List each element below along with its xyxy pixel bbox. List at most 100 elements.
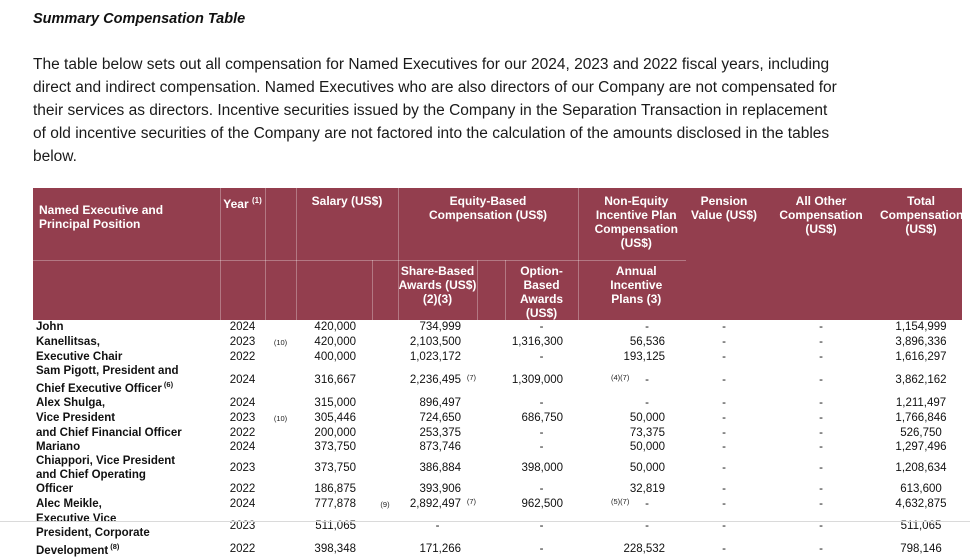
row-name-line: and Chief Financial Officer bbox=[36, 426, 182, 439]
row-pension-value: - bbox=[722, 373, 726, 386]
row-year: 2022 bbox=[229, 426, 256, 439]
row-salary: 777,878 bbox=[314, 497, 356, 510]
row-name: Officer bbox=[33, 482, 220, 496]
name-footnote-marker: (6) bbox=[163, 380, 174, 389]
row-option-based-awards: - bbox=[539, 482, 544, 495]
row-total-compensation: 1,766,846 bbox=[895, 411, 947, 424]
row-name: Vice President bbox=[33, 410, 220, 426]
row-name: Alex Shulga, bbox=[33, 396, 220, 410]
row-year: 2022 bbox=[229, 482, 256, 495]
row-year-footnote bbox=[265, 512, 296, 540]
row-share-footnote-spacer bbox=[477, 410, 505, 426]
row-name: Sam Pigott, President and Chief Executive… bbox=[33, 364, 220, 396]
subheader-empty-footnote-3 bbox=[477, 260, 506, 320]
row-option-based-awards: - bbox=[539, 396, 544, 409]
table-row: John 2024 420,000 734,999 - - - - 1,154,999 bbox=[33, 320, 962, 334]
row-year: 2023 bbox=[229, 519, 256, 532]
row-salary-footnote bbox=[372, 512, 398, 540]
row-year-footnote: (10) bbox=[273, 413, 288, 423]
col-header-salary: Salary (US$) bbox=[296, 188, 399, 261]
row-year-footnote bbox=[265, 426, 296, 440]
table-row: Alex Shulga, 2024 315,000 896,497 - - - - 1,211,… bbox=[33, 396, 962, 410]
subheader-empty-year bbox=[220, 260, 266, 320]
row-total-compensation: 613,600 bbox=[900, 482, 942, 495]
table-row: Alec Meikle, 2024 777,878 (9) 2,892,497 (7) 96… bbox=[33, 496, 962, 512]
summary-compensation-table: Named Executive and Principal Position Y… bbox=[33, 188, 963, 558]
row-option-based-awards: 398,000 bbox=[521, 461, 564, 474]
row-total-compensation: 1,616,297 bbox=[895, 351, 947, 363]
table-row: Executive Chair 2022 400,000 1,023,172 - 193,… bbox=[33, 350, 962, 364]
row-pension-value: - bbox=[722, 542, 726, 555]
row-name-line: Chiappori, Vice President bbox=[36, 454, 176, 467]
subheader-empty-salary bbox=[296, 260, 373, 320]
row-share-footnote-spacer bbox=[477, 334, 505, 350]
row-pension-value: - bbox=[722, 440, 726, 453]
row-pension-value: - bbox=[722, 336, 726, 348]
row-all-other-compensation: - bbox=[819, 321, 823, 333]
row-year: 2022 bbox=[229, 542, 256, 555]
row-option-based-awards: - bbox=[539, 351, 544, 363]
row-share-footnote-spacer bbox=[477, 482, 505, 496]
row-year-footnote bbox=[265, 440, 296, 454]
row-all-other-compensation: - bbox=[819, 411, 823, 424]
table-row: Chiappori, Vice President and Chief Opera… bbox=[33, 454, 962, 482]
table-row: and Chief Financial Officer 2022 200,000 25… bbox=[33, 426, 962, 440]
row-salary-footnote bbox=[372, 334, 398, 350]
row-name: John bbox=[33, 320, 220, 334]
row-salary-footnote bbox=[372, 482, 398, 496]
row-option-based-awards: - bbox=[539, 321, 544, 333]
row-share-footnote-spacer bbox=[477, 496, 505, 512]
row-name-line: Executive Chair bbox=[36, 351, 123, 363]
row-year: 2022 bbox=[229, 351, 256, 363]
row-salary: 315,000 bbox=[314, 396, 356, 409]
row-pension-value: - bbox=[722, 351, 726, 363]
row-name: Executive Vice President, Corporate bbox=[33, 512, 220, 540]
row-total-compensation: 3,862,162 bbox=[895, 373, 947, 386]
row-share-based-awards: 734,999 bbox=[419, 321, 462, 333]
table-body: John 2024 420,000 734,999- - - -1,154,999 Kanel… bbox=[33, 320, 962, 558]
row-all-other-compensation: - bbox=[819, 336, 823, 348]
row-salary-footnote bbox=[372, 364, 398, 396]
col-header-share-based: Share-Based Awards (US$) (2)(3) bbox=[398, 260, 478, 320]
row-total-compensation: 1,297,496 bbox=[895, 440, 947, 453]
row-option-based-awards: - bbox=[539, 440, 544, 453]
row-total-compensation: 526,750 bbox=[900, 426, 942, 439]
row-salary: 511,065 bbox=[315, 519, 356, 532]
row-total-compensation: 511,065 bbox=[900, 519, 942, 532]
row-total-compensation: 798,146 bbox=[900, 542, 942, 555]
table-row: Officer 2022 186,875 393,906 - 32,819 - - 613,60… bbox=[33, 482, 962, 496]
header-row-sub: Share-Based Awards (US$) (2)(3) Option-B… bbox=[33, 260, 962, 320]
row-pension-value: - bbox=[722, 321, 726, 333]
row-salary: 186,875 bbox=[314, 482, 356, 495]
row-name-line: President, Corporate bbox=[36, 526, 150, 539]
col-header-equity-group: Equity-Based Compensation (US$) bbox=[398, 188, 579, 261]
intro-paragraph: The table below sets out all compensatio… bbox=[33, 56, 837, 165]
col-header-footnote-spacer-1 bbox=[265, 188, 297, 261]
row-share-footnote-spacer bbox=[477, 364, 505, 396]
document-page: Summary Compensation Table The table bel… bbox=[33, 0, 963, 558]
row-share-based-awards: 253,375 bbox=[419, 426, 462, 439]
row-total-compensation: 1,208,634 bbox=[895, 461, 947, 474]
row-name: Alec Meikle, bbox=[33, 496, 220, 512]
row-pension-value: - bbox=[722, 411, 726, 424]
row-annual-incentive: 193,125 bbox=[623, 351, 666, 363]
row-year-footnote bbox=[265, 496, 296, 512]
table-row: Development (8) 2022 398,348 171,266 - 228,532… bbox=[33, 540, 962, 558]
row-salary-footnote bbox=[372, 440, 398, 454]
col-header-year: Year (1) bbox=[220, 188, 266, 261]
row-all-other-compensation: - bbox=[819, 542, 823, 555]
row-annual-incentive: 50,000 bbox=[629, 411, 666, 424]
subheader-empty-footnote-2 bbox=[372, 260, 399, 320]
row-name-line: and Chief Operating bbox=[36, 468, 146, 481]
row-salary-footnote bbox=[372, 426, 398, 440]
row-name-line: Vice President bbox=[36, 411, 116, 424]
row-name-line: Chief Executive Officer (6) bbox=[36, 380, 174, 395]
row-name: and Chief Financial Officer bbox=[33, 426, 220, 440]
row-all-other-compensation: - bbox=[819, 396, 823, 409]
row-name-line: Officer bbox=[36, 482, 74, 495]
row-annual-incentive: - bbox=[645, 396, 649, 409]
col-header-total: Total Compensation (US$) bbox=[880, 188, 963, 320]
row-salary: 420,000 bbox=[314, 321, 356, 333]
table-row: Kanellitsas, 2023 (10) 420,000 2,103,500 1,31… bbox=[33, 334, 962, 350]
option-footnote-marker: (4)(7) bbox=[611, 372, 630, 382]
